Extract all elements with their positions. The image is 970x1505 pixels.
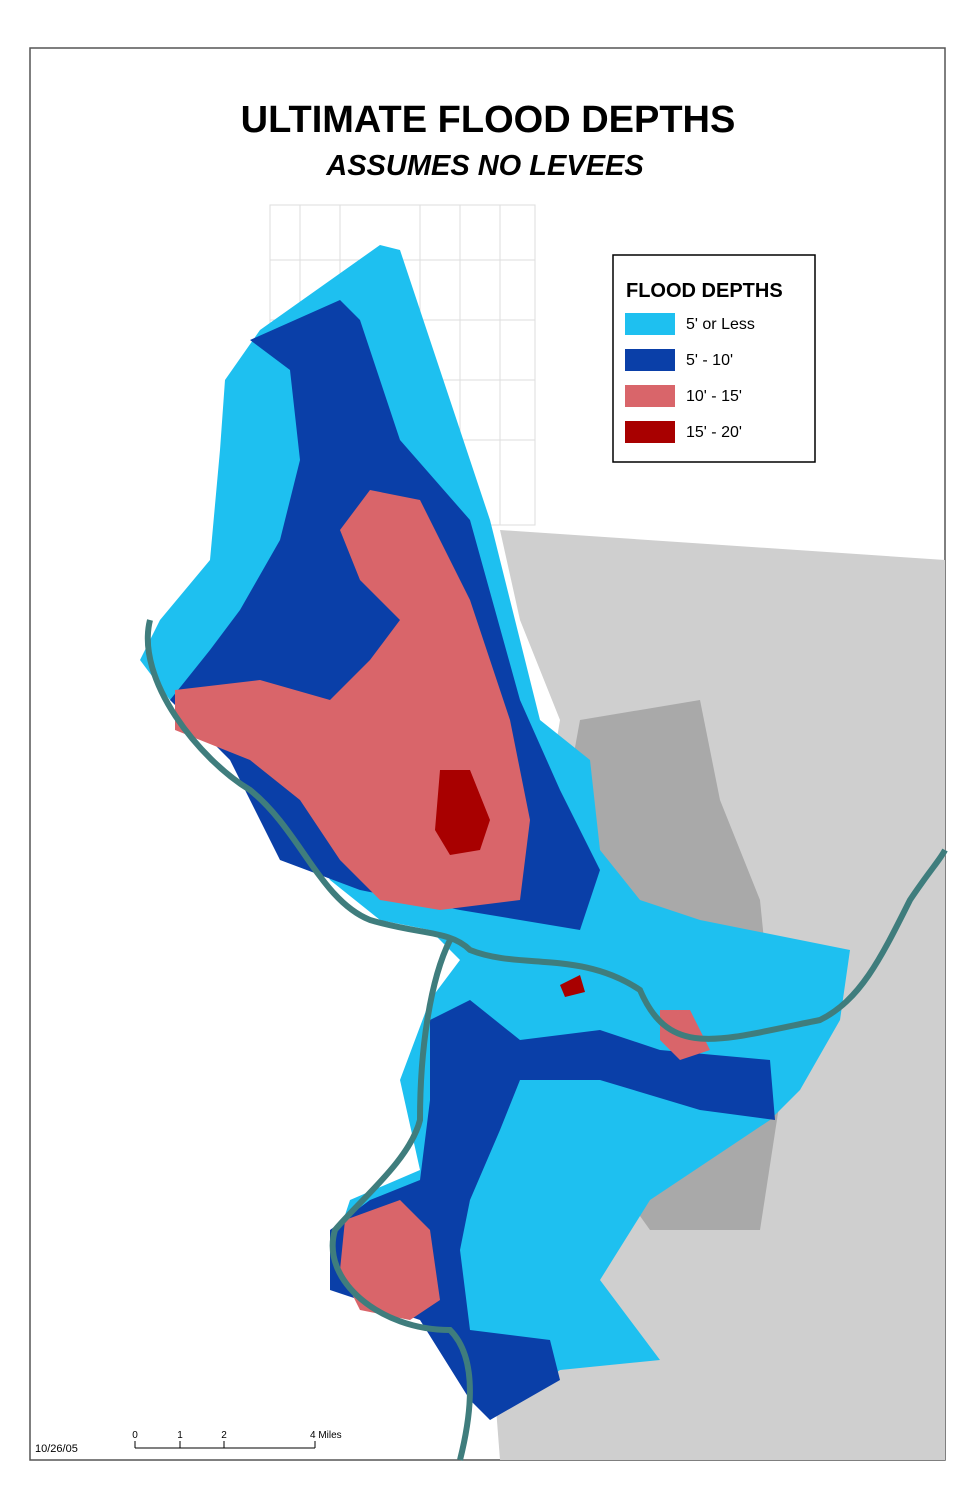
legend-swatch xyxy=(625,349,675,371)
map-date: 10/26/05 xyxy=(35,1443,78,1455)
map-subtitle: ASSUMES NO LEVEES xyxy=(325,150,644,182)
scale-label: 4 Miles xyxy=(310,1430,342,1441)
river xyxy=(145,619,948,1042)
legend-label: 10' - 15' xyxy=(686,388,742,405)
legend-label: 5' or Less xyxy=(686,316,755,333)
legend-label: 5' - 10' xyxy=(686,352,733,369)
flood-zone-very-deep xyxy=(560,975,585,997)
legend-label: 15' - 20' xyxy=(686,424,742,441)
legend-swatch xyxy=(625,421,675,443)
flood-zone-deep xyxy=(340,1200,440,1320)
river xyxy=(329,938,473,1461)
flood-zone-moderate xyxy=(330,1000,775,1420)
flood-zone-very-deep xyxy=(435,770,490,855)
legend-swatch xyxy=(625,385,675,407)
scale-label: 0 xyxy=(132,1430,138,1441)
legend-swatch xyxy=(625,313,675,335)
scale-label: 2 xyxy=(221,1430,227,1441)
legend-title: FLOOD DEPTHS xyxy=(626,280,783,302)
map-title: ULTIMATE FLOOD DEPTHS xyxy=(241,99,736,141)
scale-bar xyxy=(134,1441,316,1449)
legend: FLOOD DEPTHS 5' or Less 5' - 10' 10' - 15'… xyxy=(612,254,816,463)
scale-label: 1 xyxy=(177,1430,183,1441)
